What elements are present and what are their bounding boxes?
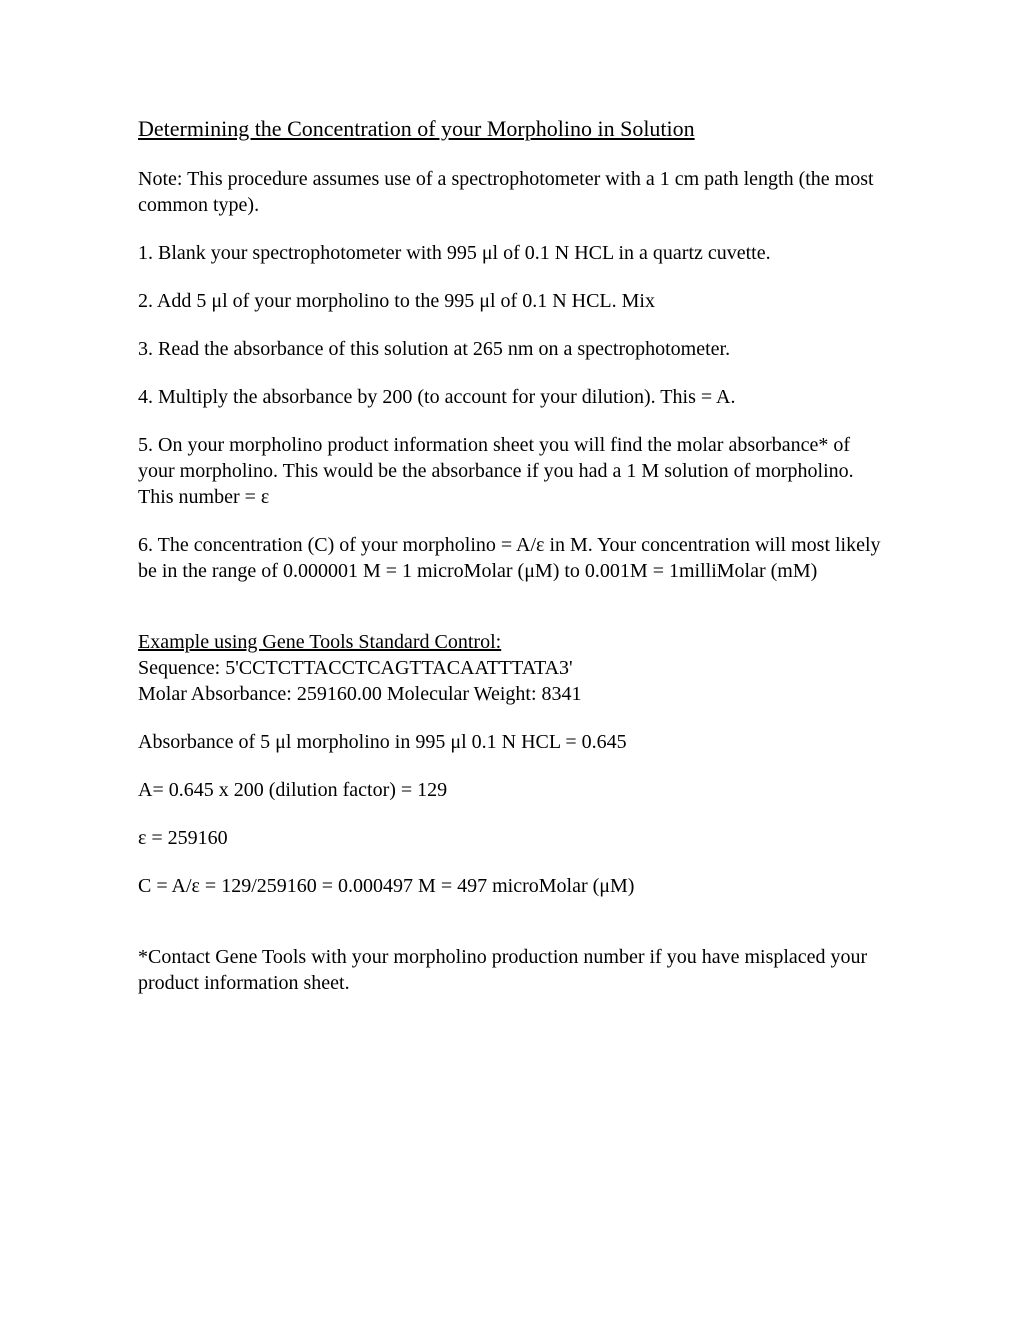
example-heading: Example using Gene Tools Standard Contro…	[138, 629, 890, 655]
step-4: 4. Multiply the absorbance by 200 (to ac…	[138, 384, 890, 410]
sequence-line: Sequence: 5'CCTCTTACCTCAGTTACAATTTATA3'	[138, 655, 890, 681]
note-paragraph: Note: This procedure assumes use of a sp…	[138, 166, 890, 218]
step-6: 6. The concentration (C) of your morphol…	[138, 532, 890, 584]
step-2: 2. Add 5 μl of your morpholino to the 99…	[138, 288, 890, 314]
example-section: Example using Gene Tools Standard Contro…	[138, 629, 890, 707]
footnote: *Contact Gene Tools with your morpholino…	[138, 944, 890, 996]
step-1: 1. Blank your spectrophotometer with 995…	[138, 240, 890, 266]
step-5: 5. On your morpholino product informatio…	[138, 432, 890, 510]
concentration-line: C = A/ε = 129/259160 = 0.000497 M = 497 …	[138, 873, 890, 899]
absorbance-line: Absorbance of 5 μl morpholino in 995 μl …	[138, 729, 890, 755]
document-title: Determining the Concentration of your Mo…	[138, 115, 890, 144]
epsilon-line: ε = 259160	[138, 825, 890, 851]
step-3: 3. Read the absorbance of this solution …	[138, 336, 890, 362]
molar-absorbance-line: Molar Absorbance: 259160.00 Molecular We…	[138, 681, 890, 707]
a-calculation-line: A= 0.645 x 200 (dilution factor) = 129	[138, 777, 890, 803]
